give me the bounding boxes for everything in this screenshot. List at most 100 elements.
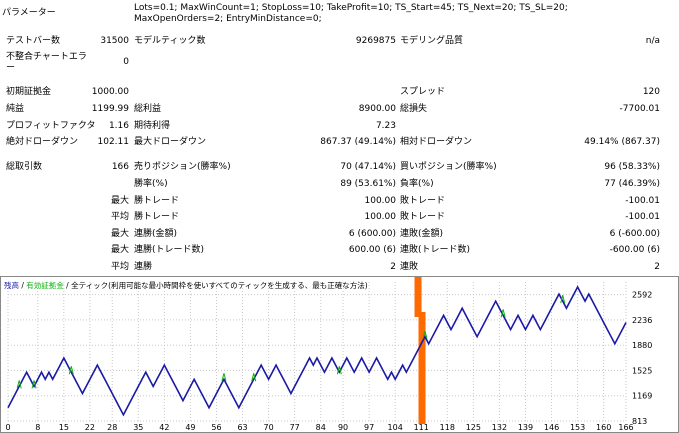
max-consec-wins-count-label: 連勝(トレード数) xyxy=(134,245,205,255)
x-tick-label: 153 xyxy=(570,423,585,432)
model-quality-label: モデリング品質 xyxy=(400,36,464,46)
max-consec-losses-amount-label: 連敗(金額) xyxy=(400,229,444,239)
gross-profit-label: 総利益 xyxy=(134,104,162,114)
model-ticks-label: モデルティック数 xyxy=(134,36,206,46)
max-consec-losses-count-label: 連敗(トレード数) xyxy=(400,245,471,255)
balance-line xyxy=(7,285,627,417)
x-tick-label: 125 xyxy=(466,423,481,432)
avg-loss-trade-label: 敗トレード xyxy=(400,212,446,222)
profit-factor-value: 1.16 xyxy=(108,121,129,131)
expected-payoff-value: 7.23 xyxy=(375,121,396,131)
balance-chart-svg: 813 1169 1525 1880 2236 2592 0 8 15 22 28 35 42 49 56 6… xyxy=(0,276,679,433)
x-tick-label: 139 xyxy=(518,423,533,432)
legend-mode: 全ティック(利用可能な最小時間枠を使いすべてのティックを生成する、最も正確な方法… xyxy=(71,280,368,290)
net-profit-value: 1199.99 xyxy=(91,104,129,114)
y-tick-label: 2236 xyxy=(632,316,652,325)
highlight-marker xyxy=(414,277,422,317)
x-tick-label: 146 xyxy=(544,423,559,432)
x-tick-label: 49 xyxy=(185,423,195,432)
x-tick-label: 90 xyxy=(338,423,348,432)
x-tick-label: 70 xyxy=(264,423,274,432)
avg-consec-wins-value: 2 xyxy=(390,262,396,272)
x-tick-label: 22 xyxy=(85,423,95,432)
equity-spike xyxy=(68,366,74,375)
test-bars-label: テストバー数 xyxy=(6,36,61,46)
total-trades-label: 総取引数 xyxy=(6,162,43,172)
avg-win-trade-value: 100.00 xyxy=(364,212,397,222)
long-positions-value: 96 (58.33%) xyxy=(604,162,660,172)
legend-balance: 残高 xyxy=(4,280,19,290)
max-drawdown-value: 867.37 (49.14%) xyxy=(320,137,396,147)
avg-consec-losses-label: 連敗 xyxy=(400,262,419,272)
equity-spike xyxy=(560,295,566,304)
equity-spike xyxy=(422,330,428,339)
y-tick-label: 1525 xyxy=(632,366,652,375)
test-bars-value: 31500 xyxy=(100,36,129,46)
x-tick-label: 35 xyxy=(133,423,143,432)
x-tick-label: 77 xyxy=(290,423,300,432)
equity-spike xyxy=(336,366,342,375)
abs-drawdown-label: 絶対ドローダウン xyxy=(6,137,79,147)
short-positions-value: 70 (47.14%) xyxy=(340,162,396,172)
y-tick-label: 1169 xyxy=(632,392,652,401)
gross-loss-value: -7700.01 xyxy=(619,104,660,114)
x-tick-label: 166 xyxy=(618,423,633,432)
x-tick-label: 8 xyxy=(35,423,40,432)
profit-factor-label: プロフィットファクタ xyxy=(6,121,96,131)
x-tick-label: 118 xyxy=(440,423,455,432)
max-consec-wins-count-value: 600.00 (6) xyxy=(348,245,396,255)
avg-consec-prefix: 平均 xyxy=(110,262,129,272)
expected-payoff-label: 期待利得 xyxy=(134,121,171,131)
max-consec-wins-amount-value: 6 (600.00) xyxy=(348,229,396,239)
params-value: Lots=0.1; MaxWinCount=1; StopLoss=10; Ta… xyxy=(134,3,568,24)
rel-drawdown-value: 49.14% (867.37) xyxy=(584,137,660,147)
loss-rate-label: 負率(%) xyxy=(400,179,434,189)
max-trade-prefix: 最大 xyxy=(110,196,129,206)
equity-spike xyxy=(31,380,37,389)
equity-spike xyxy=(251,373,257,382)
equity-spike xyxy=(221,373,227,382)
x-tick-label: 97 xyxy=(364,423,374,432)
y-tick-label: 2592 xyxy=(632,291,652,300)
short-positions-label: 売りポジション(勝率%) xyxy=(134,162,231,172)
abs-drawdown-value: 102.11 xyxy=(97,137,130,147)
mismatch-errors-value: 0 xyxy=(123,57,129,67)
legend-equity: 有効証拠金 xyxy=(26,280,64,290)
x-tick-label: 42 xyxy=(159,423,169,432)
max-consec-amount-prefix: 最大 xyxy=(110,229,129,239)
x-tick-label: 28 xyxy=(107,423,117,432)
avg-trade-prefix: 平均 xyxy=(110,212,129,222)
equity-spike xyxy=(500,309,506,318)
legend-sep2: / xyxy=(64,281,71,290)
x-tick-label: 160 xyxy=(596,423,611,432)
spread-value: 120 xyxy=(642,87,660,97)
balance-chart: 813 1169 1525 1880 2236 2592 0 8 15 22 28 35 42 49 56 6… xyxy=(0,276,679,433)
chart-frame xyxy=(0,276,679,433)
model-ticks-value: 9269875 xyxy=(355,36,396,46)
gross-loss-label: 総損失 xyxy=(400,104,428,114)
win-rate-label: 勝率(%) xyxy=(134,179,168,189)
spread-label: スプレッド xyxy=(400,87,446,97)
max-loss-trade-value: -100.01 xyxy=(625,196,660,206)
chart-legend: 残高 / 有効証拠金 / 全ティック(利用可能な最小時間枠を使いすべてのティック… xyxy=(4,280,368,290)
legend-sep1: / xyxy=(19,281,26,290)
x-tick-label: 63 xyxy=(237,423,247,432)
initial-deposit-label: 初期証拠金 xyxy=(6,87,52,97)
equity-spike xyxy=(16,380,22,389)
y-tick-label: 1880 xyxy=(632,341,652,350)
max-loss-trade-label: 敗トレード xyxy=(400,196,446,206)
x-tick-label: 111 xyxy=(414,423,429,432)
max-consec-losses-amount-value: 6 (-600.00) xyxy=(609,229,660,239)
rel-drawdown-label: 相対ドローダウン xyxy=(400,137,473,147)
max-win-trade-label: 勝トレード xyxy=(134,196,180,206)
initial-deposit-value: 1000.00 xyxy=(91,87,129,97)
x-tick-label: 104 xyxy=(388,423,403,432)
params-label: パラメーター xyxy=(2,8,56,18)
y-tick-label: 813 xyxy=(632,417,647,426)
x-tick-label: 15 xyxy=(59,423,69,432)
max-consec-losses-count-value: -600.00 (6) xyxy=(609,245,660,255)
mismatch-errors-label: 不整合チャートエラー xyxy=(6,52,87,73)
highlight-marker xyxy=(418,312,426,424)
long-positions-label: 買いポジション(勝率%) xyxy=(400,162,497,172)
loss-rate-value: 77 (46.39%) xyxy=(604,179,660,189)
